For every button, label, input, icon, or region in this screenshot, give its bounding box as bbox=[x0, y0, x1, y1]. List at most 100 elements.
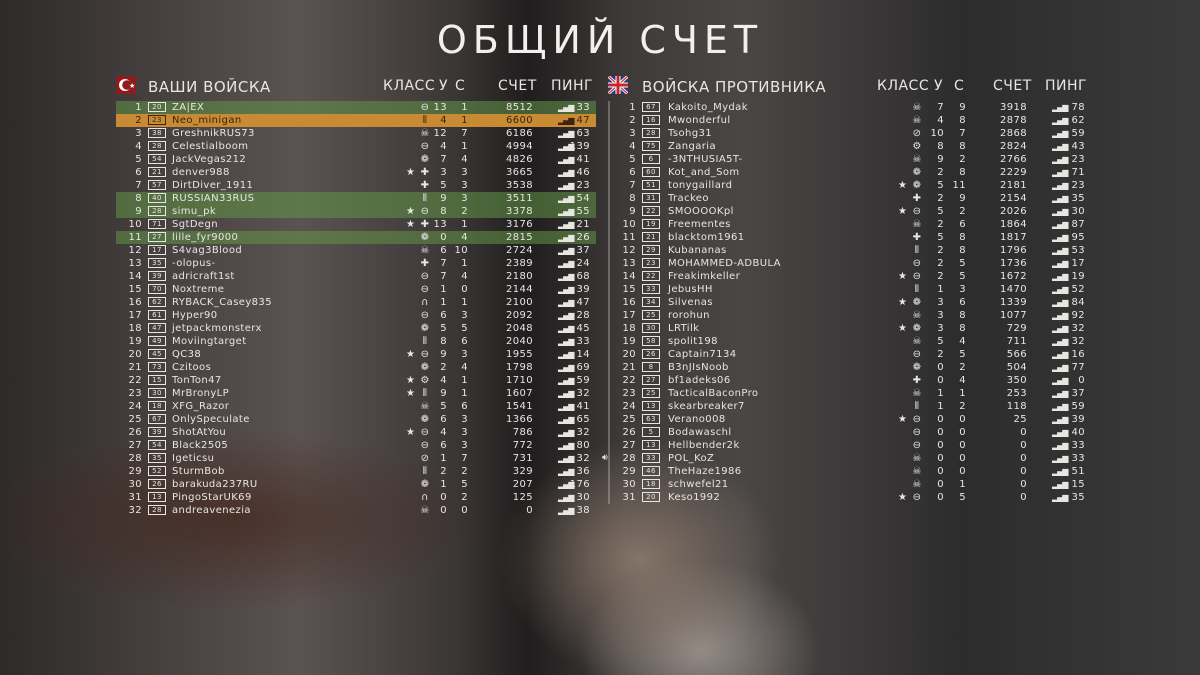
player-row[interactable]: 28 35 Igeticsu ⊘ 1 7 731 ▂▄▆ 32 bbox=[116, 452, 596, 465]
column-class[interactable]: КЛАСС bbox=[383, 78, 436, 94]
column-score[interactable]: СЧЕТ bbox=[498, 78, 537, 94]
player-name[interactable]: ZA|EX bbox=[172, 102, 205, 113]
player-row[interactable]: 32 28 andreavenezia ☠ 0 0 0 ▂▄▆ 38 bbox=[116, 504, 596, 517]
player-name[interactable]: Kot_and_Som bbox=[668, 167, 740, 178]
player-name[interactable]: Hyper90 bbox=[172, 310, 218, 321]
player-row[interactable]: 12 17 S4vag3Blood ☠ 6 10 2724 ▂▄▆ 37 bbox=[116, 244, 596, 257]
player-row[interactable]: 9 22 SMOOOOKpl ★ ⊖ 5 2 2026 ▂▄▆ 30 bbox=[610, 205, 1088, 218]
player-row[interactable]: 4 75 Zangaria ⚙ 8 8 2824 ▂▄▆ 43 bbox=[610, 140, 1088, 153]
player-name[interactable]: SMOOOOKpl bbox=[668, 206, 734, 217]
player-row[interactable]: 5 6 -3NTHUSIA5T- ☠ 9 2 2766 ▂▄▆ 23 bbox=[610, 153, 1088, 166]
player-name[interactable]: -3NTHUSIA5T- bbox=[668, 154, 743, 165]
player-row[interactable]: 3 38 GreshnikRUS73 ☠ 12 7 6186 ▂▄▆ 63 bbox=[116, 127, 596, 140]
player-name[interactable]: TheHaze1986 bbox=[668, 466, 742, 477]
player-row[interactable]: 25 63 Verano008 ★ ⊖ 0 0 25 ▂▄▆ 39 bbox=[610, 413, 1088, 426]
player-name[interactable]: Moviingtarget bbox=[172, 336, 247, 347]
player-row[interactable]: 8 31 Trackeo ✚ 2 9 2154 ▂▄▆ 35 bbox=[610, 192, 1088, 205]
player-name[interactable]: RUSSIAN33RUS bbox=[172, 193, 255, 204]
column-deaths[interactable]: С bbox=[954, 78, 965, 94]
player-name[interactable]: OnlySpeculate bbox=[172, 414, 250, 425]
player-name[interactable]: Black2505 bbox=[172, 440, 229, 451]
player-row[interactable]: 5 54 JackVegas212 ❁ 7 4 4826 ▂▄▆ 41 bbox=[116, 153, 596, 166]
player-name[interactable]: Igeticsu bbox=[172, 453, 215, 464]
player-name[interactable]: schwefel21 bbox=[668, 479, 729, 490]
player-row[interactable]: 25 67 OnlySpeculate ❁ 6 3 1366 ▂▄▆ 65 bbox=[116, 413, 596, 426]
player-name[interactable]: XFG_Razor bbox=[172, 401, 230, 412]
player-name[interactable]: Verano008 bbox=[668, 414, 726, 425]
player-name[interactable]: blacktom1961 bbox=[668, 232, 745, 243]
player-row[interactable]: 23 25 TacticalBaconPro ☠ 1 1 253 ▂▄▆ 37 bbox=[610, 387, 1088, 400]
player-row[interactable]: 29 52 SturmBob ⦀ 2 2 329 ▂▄▆ 36 bbox=[116, 465, 596, 478]
player-row[interactable]: 13 35 -olopus- ✚ 7 1 2389 ▂▄▆ 24 bbox=[116, 257, 596, 270]
player-name[interactable]: MrBronyLP bbox=[172, 388, 230, 399]
player-name[interactable]: -olopus- bbox=[172, 258, 216, 269]
player-name[interactable]: Captain7134 bbox=[668, 349, 737, 360]
player-row[interactable]: 10 19 Freementes ☠ 2 6 1864 ▂▄▆ 87 bbox=[610, 218, 1088, 231]
column-ping[interactable]: ПИНГ bbox=[1045, 78, 1088, 94]
player-row[interactable]: 14 39 adricraft1st ⊖ 7 4 2180 ▂▄▆ 68 bbox=[116, 270, 596, 283]
player-row[interactable]: 12 29 Kubananas ⦀ 2 8 1796 ▂▄▆ 53 bbox=[610, 244, 1088, 257]
player-name[interactable]: Bodawaschl bbox=[668, 427, 732, 438]
player-name[interactable]: Czitoos bbox=[172, 362, 212, 373]
player-row[interactable]: 24 18 XFG_Razor ☠ 5 6 1541 ▂▄▆ 41 bbox=[116, 400, 596, 413]
player-name[interactable]: POL_KoZ bbox=[668, 453, 715, 464]
player-row[interactable]: 21 73 Czitoos ❁ 2 4 1798 ▂▄▆ 69 bbox=[116, 361, 596, 374]
player-name[interactable]: MOHAMMED-ADBULA bbox=[668, 258, 781, 269]
player-row[interactable]: 17 25 rorohun ☠ 3 8 1077 ▂▄▆ 92 bbox=[610, 309, 1088, 322]
player-name[interactable]: Noxtreme bbox=[172, 284, 225, 295]
column-deaths[interactable]: С bbox=[455, 78, 466, 94]
player-name[interactable]: Keso1992 bbox=[668, 492, 721, 503]
player-name[interactable]: JebusHH bbox=[668, 284, 713, 295]
player-name[interactable]: Neo_minigan bbox=[172, 115, 242, 126]
player-row[interactable]: 7 57 DirtDiver_1911 ✚ 5 3 3538 ▂▄▆ 23 bbox=[116, 179, 596, 192]
player-name[interactable]: adricraft1st bbox=[172, 271, 235, 282]
player-name[interactable]: bf1adeks06 bbox=[668, 375, 731, 386]
player-name[interactable]: ShotAtYou bbox=[172, 427, 227, 438]
player-row[interactable]: 11 21 blacktom1961 ✚ 5 8 1817 ▂▄▆ 95 bbox=[610, 231, 1088, 244]
player-name[interactable]: S4vag3Blood bbox=[172, 245, 243, 256]
player-name[interactable]: Zangaria bbox=[668, 141, 717, 152]
player-name[interactable]: SturmBob bbox=[172, 466, 225, 477]
player-row[interactable]: 29 46 TheHaze1986 ☠ 0 0 0 ▂▄▆ 51 bbox=[610, 465, 1088, 478]
player-name[interactable]: skearbreaker7 bbox=[668, 401, 745, 412]
player-row[interactable]: 6 21 denver988 ★ ✚ 3 3 3665 ▂▄▆ 46 bbox=[116, 166, 596, 179]
column-kills[interactable]: У bbox=[934, 78, 944, 94]
player-name[interactable]: lille_fyr9000 bbox=[172, 232, 239, 243]
player-name[interactable]: PingoStarUK69 bbox=[172, 492, 252, 503]
player-row[interactable]: 22 27 bf1adeks06 ✚ 0 4 350 ▂▄▆ 0 bbox=[610, 374, 1088, 387]
player-row[interactable]: 2 16 Mwonderful ☠ 4 8 2878 ▂▄▆ 62 bbox=[610, 114, 1088, 127]
player-name[interactable]: Celestialboom bbox=[172, 141, 249, 152]
player-row[interactable]: 4 28 Celestialboom ⊖ 4 1 4994 ▂▄▆ 139 bbox=[116, 140, 596, 153]
player-name[interactable]: Silvenas bbox=[668, 297, 713, 308]
player-name[interactable]: TacticalBaconPro bbox=[668, 388, 759, 399]
player-row[interactable]: 19 49 Moviingtarget ⦀ 8 6 2040 ▂▄▆ 33 bbox=[116, 335, 596, 348]
player-name[interactable]: tonygaillard bbox=[668, 180, 733, 191]
player-row[interactable]: 30 26 barakuda237RU ❁ 1 5 207 ▂▄▆ 176 bbox=[116, 478, 596, 491]
player-row[interactable]: 16 34 Silvenas ★ ❁ 3 6 1339 ▂▄▆ 84 bbox=[610, 296, 1088, 309]
player-name[interactable]: Tsohg31 bbox=[668, 128, 712, 139]
player-row[interactable]: 17 61 Hyper90 ⊖ 6 3 2092 ▂▄▆ 28 bbox=[116, 309, 596, 322]
player-row[interactable]: 26 5 Bodawaschl ⊖ 0 0 0 ▂▄▆ 40 bbox=[610, 426, 1088, 439]
player-row[interactable]: 31 13 PingoStarUK69 ∩ 0 2 125 ▂▄▆ 30 bbox=[116, 491, 596, 504]
player-name[interactable]: DirtDiver_1911 bbox=[172, 180, 254, 191]
player-row[interactable]: 27 13 Hellbender2k ⊖ 0 0 0 ▂▄▆ 33 bbox=[610, 439, 1088, 452]
player-row[interactable]: 9 28 simu_pk ★ ⊖ 8 2 3378 ▂▄▆ 55 bbox=[116, 205, 596, 218]
player-name[interactable]: jetpackmonsterx bbox=[172, 323, 262, 334]
player-name[interactable]: barakuda237RU bbox=[172, 479, 258, 490]
player-row[interactable]: 15 33 JebusHH ⦀ 1 3 1470 ▂▄▆ 52 bbox=[610, 283, 1088, 296]
player-row[interactable]: 8 40 RUSSIAN33RUS ⦀ 9 3 3511 ▂▄▆ 54 bbox=[116, 192, 596, 205]
player-row[interactable]: 1 20 ZA|EX ⊖ 13 1 8512 ▂▄▆ 33 bbox=[116, 101, 596, 114]
player-row[interactable]: 2 23 Neo_minigan ⦀ 4 1 6600 ▂▄▆ 47 bbox=[116, 114, 596, 127]
player-row[interactable]: 20 26 Captain7134 ⊖ 2 5 566 ▂▄▆ 16 bbox=[610, 348, 1088, 361]
column-score[interactable]: СЧЕТ bbox=[993, 78, 1032, 94]
player-name[interactable]: rorohun bbox=[668, 310, 710, 321]
player-name[interactable]: spolit198 bbox=[668, 336, 718, 347]
player-row[interactable]: 26 39 ShotAtYou ★ ⊖ 4 3 786 ▂▄▆ 32 bbox=[116, 426, 596, 439]
player-row[interactable]: 11 27 lille_fyr9000 ❁ 0 4 2815 ▂▄▆ 26 bbox=[116, 231, 596, 244]
player-name[interactable]: Freementes bbox=[668, 219, 731, 230]
player-row[interactable]: 16 62 RYBACK_Casey835 ∩ 1 1 2100 ▂▄▆ 47 bbox=[116, 296, 596, 309]
player-name[interactable]: Freakimkeller bbox=[668, 271, 741, 282]
player-row[interactable]: 30 18 schwefel21 ☠ 0 1 0 ▂▄▆ 15 bbox=[610, 478, 1088, 491]
player-name[interactable]: Kakoito_Mydak bbox=[668, 102, 748, 113]
player-name[interactable]: Trackeo bbox=[668, 193, 709, 204]
